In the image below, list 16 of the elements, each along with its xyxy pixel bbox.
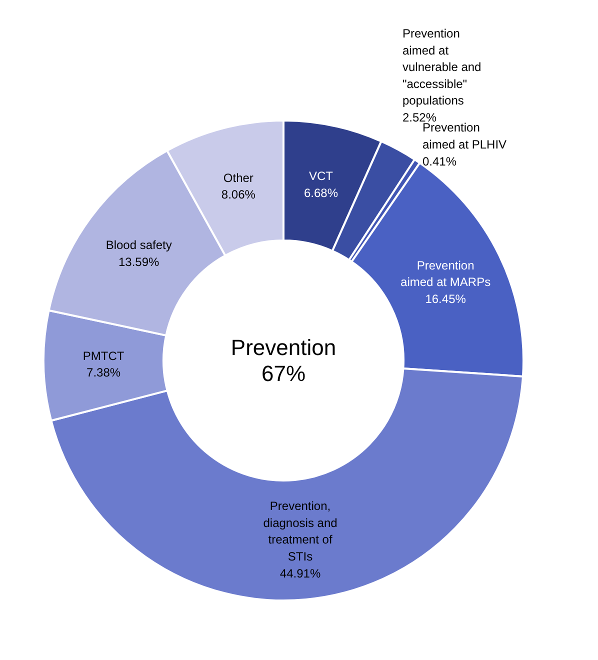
data-label: 44.91%: [280, 566, 321, 580]
slice-label: Blood safety: [106, 238, 172, 252]
data-label: 16.45%: [425, 292, 466, 306]
data-label: 13.59%: [118, 254, 160, 269]
slice-label: VCT: [309, 169, 334, 184]
text: Prevention: [230, 335, 336, 360]
data-label: 0.41%: [422, 154, 457, 168]
slice-label: PMTCT: [82, 348, 125, 363]
slice-label: Prevention, diagnosis and treatment of STIs: [263, 499, 338, 564]
slice-label: Prevention aimed at MARPs: [400, 258, 491, 290]
data-label: 7.38%: [86, 366, 121, 380]
slice-label: Prevention aimed at vulnerable and "accessible" populations: [402, 26, 482, 108]
data-label: 6.68%: [304, 186, 338, 200]
data-label: 8.06%: [221, 188, 256, 202]
slice-label: Other: [223, 170, 254, 185]
text: 67%: [261, 361, 306, 386]
